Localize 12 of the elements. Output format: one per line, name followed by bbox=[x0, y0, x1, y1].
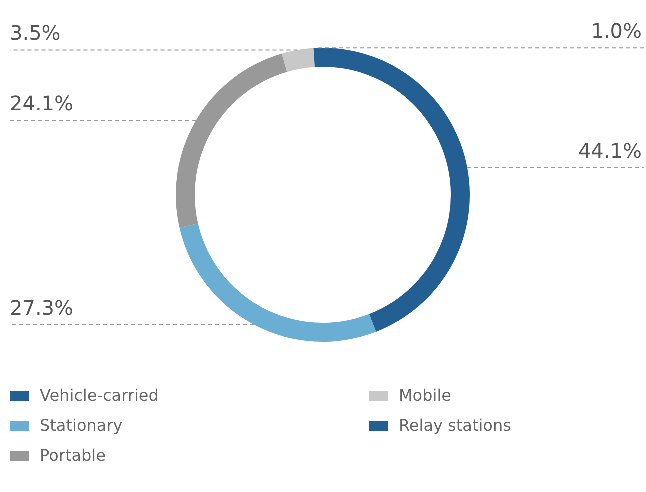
data-label: 1.0% bbox=[591, 19, 642, 44]
legend-label: Portable bbox=[40, 446, 106, 465]
legend-label: Mobile bbox=[399, 386, 452, 405]
data-label: 3.5% bbox=[10, 21, 61, 46]
legend-label: Relay stations bbox=[399, 416, 512, 435]
donut-slice bbox=[282, 48, 315, 72]
legend-label: Vehicle-carried bbox=[40, 386, 159, 405]
data-label: 24.1% bbox=[10, 92, 74, 116]
data-label: 44.1% bbox=[578, 138, 642, 163]
legend-label: Stationary bbox=[40, 416, 123, 435]
donut-slice bbox=[180, 224, 376, 342]
data-label: 27.3% bbox=[10, 296, 74, 320]
